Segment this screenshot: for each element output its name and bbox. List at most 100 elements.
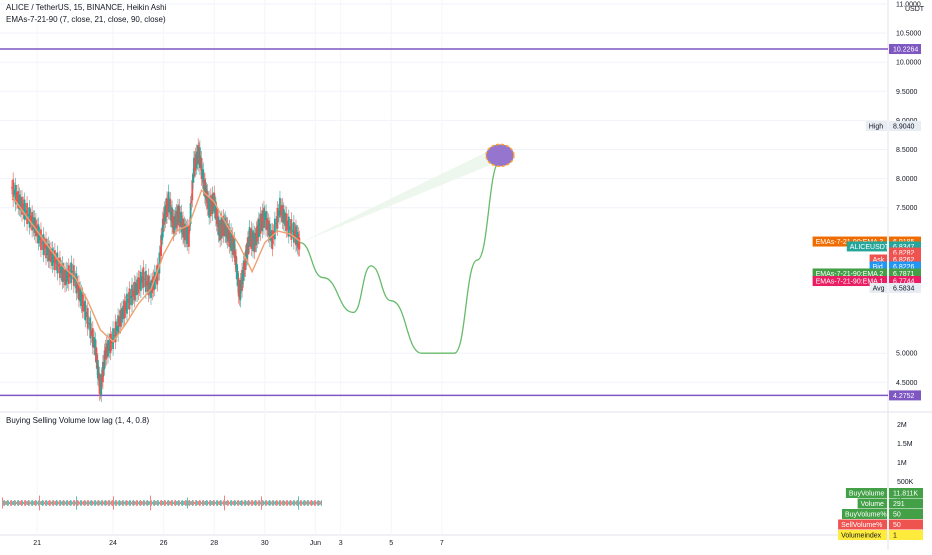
candle-body	[268, 223, 271, 241]
volume-bar	[69, 500, 70, 506]
volume-bar	[140, 500, 141, 506]
candle-body	[134, 283, 137, 296]
candle-body	[282, 209, 285, 224]
volume-bar	[26, 501, 27, 505]
volume-bar	[292, 501, 293, 505]
candle-body	[250, 228, 253, 250]
volume-bar	[316, 501, 317, 505]
volume-bar	[318, 500, 319, 506]
volume-bar	[306, 501, 307, 505]
time-tick-label: 30	[261, 540, 269, 547]
volume-bar	[233, 500, 234, 506]
volume-bar	[280, 500, 281, 506]
candle-body	[55, 259, 58, 264]
volume-bar	[122, 500, 123, 506]
volume-bar	[193, 500, 194, 506]
volume-bar	[268, 500, 269, 506]
volume-bar	[181, 500, 182, 506]
price-label-box	[889, 268, 921, 279]
volume-bar	[308, 500, 309, 506]
candle-body	[31, 212, 34, 231]
price-label-value: 6.7744	[893, 279, 915, 286]
volume-bar	[134, 500, 135, 506]
volume-bar	[157, 500, 158, 506]
volume-bar	[173, 501, 174, 505]
candle-body	[289, 226, 291, 231]
candle-body	[24, 210, 27, 214]
volume-bar	[98, 500, 99, 506]
volume-bar	[73, 500, 74, 506]
volume-label-box	[889, 498, 923, 509]
volume-bar	[151, 500, 152, 506]
symbol-title: ALICE / TetherUS, 15, BINANCE, Heikin As…	[6, 3, 167, 12]
volume-bar	[137, 500, 138, 506]
candle-body	[91, 328, 94, 348]
candle-body	[43, 244, 46, 249]
candle-body	[192, 174, 195, 183]
candle-body	[86, 307, 89, 329]
volume-bar	[35, 500, 36, 506]
volume-bar	[135, 501, 136, 505]
volume-bar	[271, 501, 272, 505]
candle-body	[287, 216, 290, 237]
price-label-tag: Ask	[873, 257, 885, 264]
volume-bar	[132, 500, 133, 506]
volume-bar	[71, 500, 72, 506]
volume-bar	[153, 500, 154, 506]
volume-bar	[70, 500, 71, 506]
volume-bar	[49, 500, 50, 506]
volume-bar	[277, 500, 278, 506]
volume-bar	[53, 500, 54, 506]
candle-body	[56, 252, 59, 274]
candle-body	[96, 360, 99, 379]
volume-label-tag: BuyVolume	[849, 491, 885, 498]
candle-body	[28, 207, 31, 228]
candle-body	[127, 299, 130, 303]
price-label-value: 10.2264	[893, 47, 918, 54]
volume-bar	[50, 500, 51, 506]
volume-bar	[194, 501, 195, 505]
volume-label-tag: Volume	[861, 501, 884, 508]
volume-bar	[255, 500, 256, 506]
volume-bar	[9, 501, 10, 505]
volume-label-box	[889, 519, 923, 530]
candle-body	[89, 317, 92, 339]
volume-bar	[19, 501, 20, 505]
volume-bar	[260, 501, 261, 505]
volume-bar	[43, 500, 44, 506]
candle-body	[104, 346, 107, 360]
volume-bar	[149, 501, 150, 505]
candle-body	[263, 212, 266, 221]
price-label-tag-box	[812, 276, 887, 287]
volume-bar	[5, 501, 6, 505]
candle-body	[146, 281, 149, 286]
volume-bar	[103, 501, 104, 505]
candle-body	[85, 312, 88, 317]
candle-body	[51, 248, 54, 266]
candle-body	[70, 262, 73, 283]
price-tick-label: 8.5000	[896, 147, 918, 154]
volume-bar	[203, 500, 204, 506]
volume-bar	[284, 500, 285, 506]
volume-bar	[293, 500, 294, 506]
candle-body	[169, 199, 172, 221]
volume-bar	[38, 500, 39, 506]
volume-bar	[225, 501, 226, 505]
volume-bar	[54, 501, 55, 505]
volume-bar	[299, 501, 300, 505]
volume-tick-label: 1.5M	[897, 441, 913, 448]
volume-bar	[76, 496, 77, 510]
candle-body	[141, 276, 144, 283]
price-label-tag-box	[869, 283, 887, 294]
volume-bar	[88, 500, 89, 506]
candle-body	[14, 184, 17, 205]
volume-bar	[164, 500, 165, 506]
volume-bar	[218, 501, 219, 505]
volume-bar	[33, 501, 34, 505]
candle-body	[271, 230, 274, 250]
candle-body	[48, 247, 51, 262]
candle-body	[42, 234, 45, 255]
volume-bar	[62, 500, 63, 506]
